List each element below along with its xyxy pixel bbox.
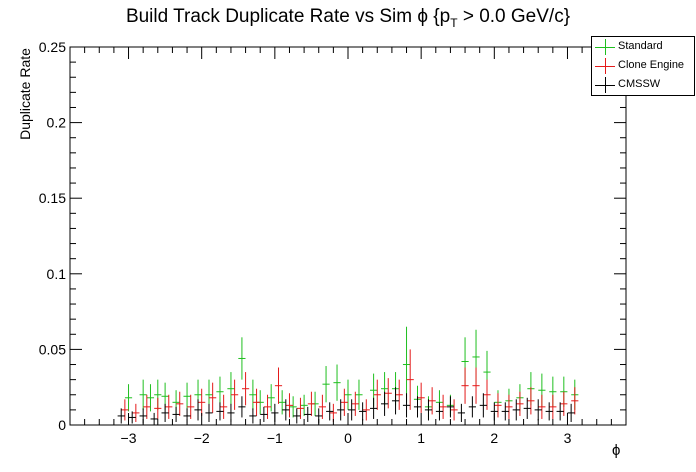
x-tick-label: 1 xyxy=(417,430,425,446)
legend-item-clone-engine: Clone Engine xyxy=(592,57,694,75)
legend-marker-cmssw xyxy=(595,77,615,93)
axes-layer: 0 0.05 0.1 0.15 0.2 0.25 −3 −2 −1 0 1 2 3 xyxy=(39,39,627,446)
y-tick-label: 0.15 xyxy=(39,190,66,206)
x-tick-label: 2 xyxy=(490,430,498,446)
x-tick-label: 3 xyxy=(564,430,572,446)
x-tick-label: 0 xyxy=(344,430,352,446)
x-tick-label: −2 xyxy=(194,430,210,446)
legend-label: Clone Engine xyxy=(618,59,685,71)
chart-title-tail: > 0.0 GeV/c} xyxy=(457,6,571,27)
series-clone-engine xyxy=(121,349,579,422)
chart-title: Build Track Duplicate Rate vs Sim ϕ {pT … xyxy=(0,6,696,30)
legend: Standard Clone Engine CMSSW xyxy=(591,36,695,96)
y-tick-label: 0.05 xyxy=(39,341,66,357)
series-cmssw xyxy=(117,387,575,425)
legend-marker-clone-engine xyxy=(595,58,615,74)
x-tick-label: −3 xyxy=(121,430,137,446)
chart-title-subscript: T xyxy=(450,15,458,30)
legend-item-standard: Standard xyxy=(592,38,694,56)
y-tick-label: 0 xyxy=(58,417,66,433)
y-axis-label: Duplicate Rate xyxy=(17,48,33,140)
y-tick-label: 0.2 xyxy=(47,115,67,131)
x-tick-label: −1 xyxy=(267,430,283,446)
legend-item-cmssw: CMSSW xyxy=(592,76,694,94)
legend-marker-standard xyxy=(595,39,615,55)
y-tick-label: 0.25 xyxy=(39,39,66,55)
legend-label: CMSSW xyxy=(618,78,661,90)
series-layer xyxy=(117,326,579,425)
plot-frame xyxy=(69,46,627,426)
x-axis-label: ϕ xyxy=(612,442,621,459)
chart-title-main: Build Track Duplicate Rate vs Sim ϕ {p xyxy=(125,6,451,27)
y-tick-label: 0.1 xyxy=(47,266,67,282)
legend-label: Standard xyxy=(618,40,663,52)
